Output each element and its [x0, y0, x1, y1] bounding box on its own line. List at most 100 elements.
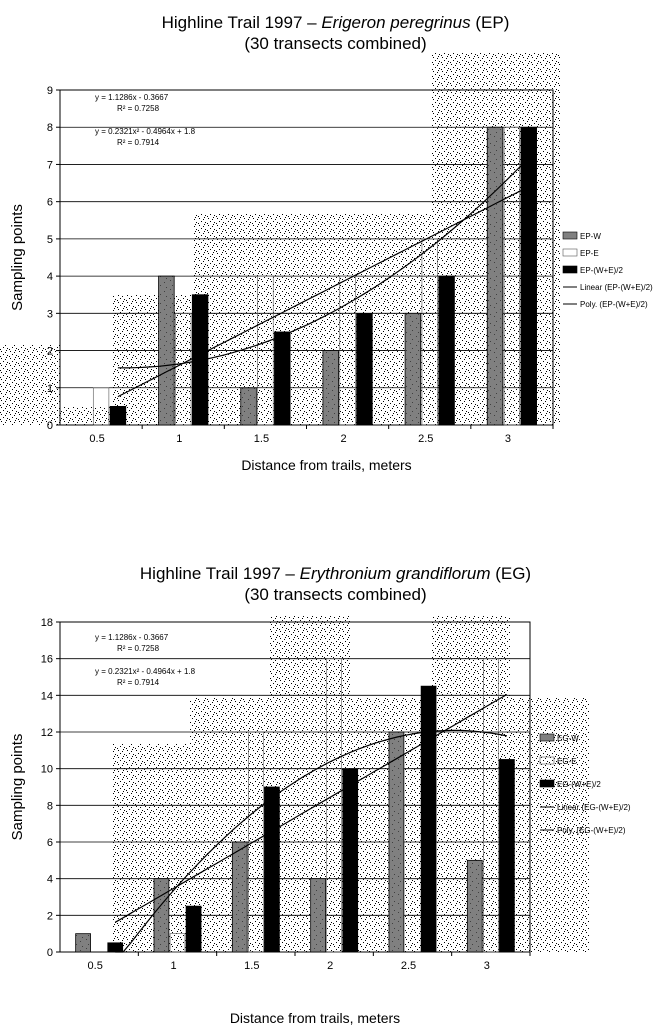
y-tick-label: 4	[47, 874, 53, 886]
linear-equation: y = 1.1286x - 0.3667	[95, 633, 169, 642]
x-tick-label: 2.5	[401, 960, 416, 972]
legend-entry: EP-E	[580, 249, 599, 258]
bar-texture	[487, 127, 503, 425]
bar-EP-E	[339, 275, 356, 426]
bar-texture	[467, 860, 483, 952]
y-tick-label: 12	[41, 727, 53, 739]
bar-texture	[75, 933, 91, 952]
poly-equation: y = 0.2321x² - 0.4964x + 1.8	[95, 127, 196, 136]
chart2-title-line1: Highline Trail 1997 – Erythronium grandi…	[139, 564, 532, 583]
chart1-plot: 0 1 2 3 4 5 6 7 8 9 0.5 1 1.5 2 2.5 3 y = 1.1286x - 0.36…	[0, 53, 653, 473]
legend-entry: EP-W	[580, 232, 601, 241]
y-tick-label: 14	[41, 690, 53, 702]
y-axis-label: Sampling points	[9, 734, 26, 841]
x-tick-label: 0.5	[88, 960, 103, 972]
x-tick-label: 1.5	[244, 960, 259, 972]
stipple-block	[190, 698, 270, 952]
y-tick-label: 16	[41, 654, 53, 666]
y-tick-label: 4	[47, 271, 53, 283]
bar-EG-(W+E)/2	[499, 759, 515, 953]
linear-trendline	[117, 186, 530, 398]
x-axis-label: Distance from trails, meters	[230, 1010, 400, 1026]
x-tick-label: 2	[327, 960, 333, 972]
poly-r2: R² = 0.7914	[117, 678, 160, 687]
bar-EG-E	[483, 658, 499, 953]
legend-swatch	[539, 779, 555, 788]
x-tick-label: 0.5	[89, 433, 104, 445]
chart2-plot: 0 2 4 6 8 10 12 14 16 18 0.5 1 1.5 2 2.5 3 y = 1.1286x -…	[9, 616, 631, 1026]
y-tick-label: 10	[41, 764, 53, 776]
chart1-title-line1: Highline Trail 1997 – Erigeron peregrinu…	[161, 13, 510, 32]
stipple-block	[60, 407, 112, 425]
x-tick-label: 1	[176, 433, 182, 445]
y-tick-label: 18	[41, 617, 53, 629]
bar-texture	[158, 276, 175, 425]
bar-EP-E	[257, 275, 274, 426]
x-tick-label: 3	[505, 433, 511, 445]
legend-swatch	[539, 733, 555, 742]
bar-EG-E	[248, 731, 264, 953]
y-tick-label: 9	[47, 85, 53, 97]
legend-entry: Linear (EG-(W+E)/2)	[557, 803, 631, 812]
chart1-title-line2: (30 transects combined)	[244, 34, 427, 53]
linear-equation: y = 1.1286x - 0.3667	[95, 93, 169, 102]
bar-texture	[153, 878, 169, 952]
linear-r2: R² = 0.7258	[117, 644, 160, 653]
poly-trendline	[115, 729, 508, 953]
x-tick-label: 3	[484, 960, 490, 972]
y-tick-label: 5	[47, 234, 53, 246]
y-tick-label: 3	[47, 308, 53, 320]
bar-EP-(W+E)/2	[109, 405, 127, 426]
poly-equation: y = 0.2321x² - 0.4964x + 1.8	[95, 667, 196, 676]
linear-r2: R² = 0.7258	[117, 104, 160, 113]
y-tick-label: 8	[47, 800, 53, 812]
bar-texture	[405, 313, 421, 425]
stipple-block	[270, 616, 350, 952]
legend-entry: Poly. (EP-(W+E)/2)	[580, 300, 648, 309]
legend-entry: EP-(W+E)/2	[580, 266, 623, 275]
y-tick-label: 6	[47, 837, 53, 849]
x-tick-label: 2	[341, 433, 347, 445]
x-axis-label: Distance from trails, meters	[241, 457, 411, 473]
bar-EG-E	[326, 658, 342, 953]
bar-EP-E	[421, 238, 438, 426]
y-tick-label: 0	[47, 420, 53, 432]
bar-EG-(W+E)/2	[264, 786, 280, 953]
x-tick-label: 1.5	[254, 433, 269, 445]
y-tick-label: 2	[47, 346, 53, 358]
legend-entry: Poly. (EG-(W+E)/2)	[557, 826, 626, 835]
bar-EG-E	[169, 933, 186, 953]
y-tick-label: 2	[47, 910, 53, 922]
bar-texture	[322, 350, 339, 425]
bar-EP-E	[175, 313, 192, 426]
bar-EG-(W+E)/2	[420, 685, 437, 953]
bar-EP-(W+E)/2	[438, 275, 455, 426]
y-axis-label: Sampling points	[9, 204, 26, 311]
bar-EG-(W+E)/2	[185, 905, 202, 953]
stipple-block	[0, 345, 60, 425]
poly-trendline	[117, 157, 530, 369]
bar-texture	[310, 878, 326, 952]
y-tick-label: 1	[47, 383, 53, 395]
bar-texture	[240, 387, 257, 425]
poly-r2: R² = 0.7914	[117, 138, 160, 147]
legend-swatch	[562, 248, 578, 257]
legend-entry: EG-(W+E)/2	[557, 780, 601, 789]
chart2-title: Highline Trail 1997 – Erythronium grandi…	[0, 563, 671, 605]
y-tick-label: 8	[47, 122, 53, 134]
legend-swatch	[562, 231, 578, 240]
y-tick-label: 6	[47, 197, 53, 209]
legend-swatch	[562, 265, 578, 274]
bar-EP-E	[503, 126, 521, 426]
x-tick-label: 2.5	[418, 433, 433, 445]
bar-EP-(W+E)/2	[356, 312, 373, 426]
chart2-title-line2: (30 transects combined)	[244, 585, 427, 604]
linear-trendline	[114, 693, 508, 923]
bar-EP-E	[92, 387, 110, 426]
legend-entry: EG-E	[557, 757, 577, 766]
legend-entry: EG-W	[557, 734, 579, 743]
stipple-block	[112, 744, 190, 952]
x-tick-label: 1	[170, 960, 176, 972]
bar-texture	[232, 842, 248, 952]
legend-swatch	[539, 756, 555, 765]
